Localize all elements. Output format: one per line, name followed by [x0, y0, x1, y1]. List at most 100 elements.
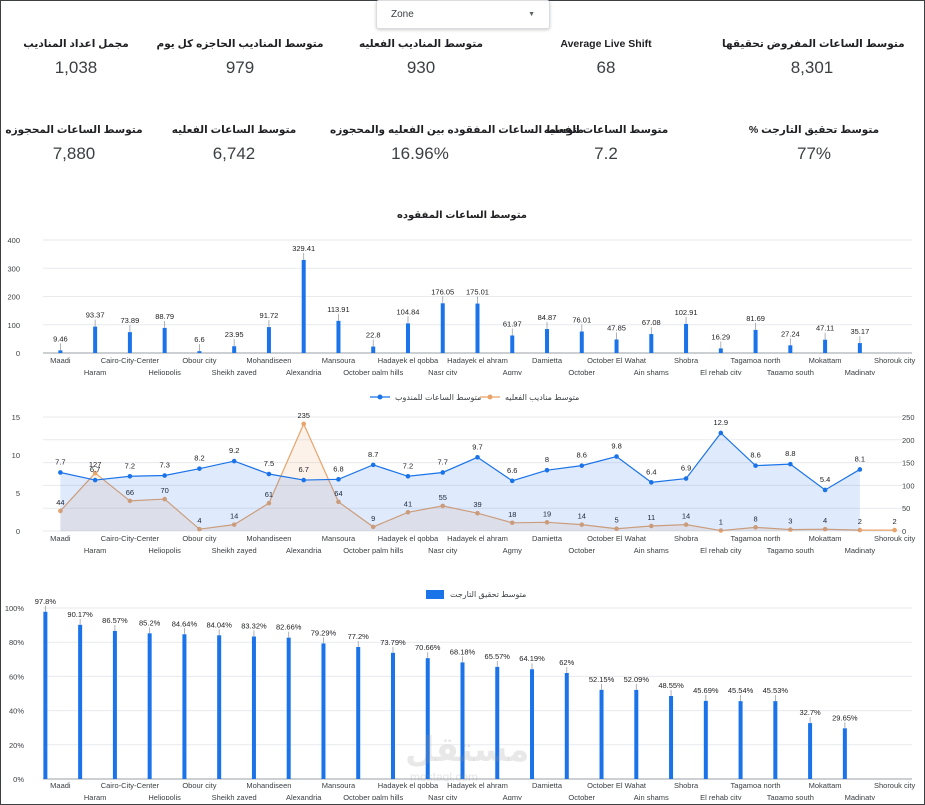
couriers-point — [475, 510, 480, 516]
bar — [197, 351, 202, 353]
hours-point — [370, 462, 376, 468]
x-tick-label: Maadi — [50, 534, 71, 543]
couriers-point — [788, 527, 793, 532]
hours-data-label: 6.9 — [681, 464, 691, 473]
couriers-data-label: 3 — [788, 517, 792, 526]
x-tick-label: Nasr city — [428, 793, 457, 800]
x-tick-label: October palm hills — [343, 793, 403, 800]
bar — [251, 636, 256, 779]
bar — [147, 633, 152, 779]
bar — [703, 700, 708, 779]
zone-filter-label: Zone — [391, 9, 414, 20]
hours-and-couriers-line-chart: متوسط الساعات للمندوب متوسط مناديب الفعلي… — [12, 393, 916, 555]
x-tick-label: Shorouk city — [874, 534, 916, 543]
bar — [93, 326, 98, 353]
kpi-target-achievement: % متوسط تحقيق التارجت 77% — [724, 124, 904, 164]
x-tick-label: Alexandria — [286, 368, 322, 375]
couriers-data-label: 127 — [89, 460, 102, 469]
bar — [371, 346, 376, 353]
hours-point — [509, 478, 515, 484]
x-tick-label: Ain shams — [634, 793, 669, 800]
y-right-tick-label: 0 — [902, 527, 906, 536]
data-label: 52.15% — [589, 675, 615, 684]
kpi-value: 77% — [796, 144, 832, 163]
x-tick-label: Maadi — [50, 781, 71, 790]
y-tick-label: 200 — [7, 293, 20, 302]
x-tick-label: Tagamoa north — [731, 356, 781, 365]
x-tick-label: Heliopolis — [148, 546, 181, 555]
y-tick-label: 20% — [9, 741, 24, 750]
couriers-data-label: 9 — [371, 514, 375, 523]
data-label: 88.79 — [155, 312, 174, 321]
x-tick-label: El rehab city — [700, 793, 742, 800]
hours-data-label: 7.5 — [264, 459, 274, 468]
data-label: 73.79% — [380, 638, 406, 647]
x-tick-label: Hadayek el ahram — [447, 534, 508, 543]
hours-data-label: 7.2 — [125, 461, 135, 470]
couriers-data-label: 14 — [578, 512, 586, 521]
x-tick-label: Shobra — [674, 781, 699, 790]
data-label: 79.29% — [311, 628, 337, 637]
data-label: 176.05 — [431, 287, 454, 296]
bar — [43, 611, 48, 779]
couriers-point — [405, 510, 411, 515]
kpi-actual-hours: متوسط الساعات الفعليه 6,742 — [144, 124, 324, 164]
hours-point — [301, 477, 307, 483]
hours-data-label: 6.7 — [298, 465, 308, 474]
hours-line — [60, 432, 861, 491]
data-label: 84.87 — [538, 313, 557, 322]
hours-data-label: 12.9 — [714, 418, 729, 427]
data-label: 27.24 — [781, 329, 800, 338]
hours-data-label: 5.4 — [820, 475, 830, 484]
x-tick-label: Cairo-City-Center — [101, 534, 160, 543]
data-label: 62% — [559, 658, 574, 667]
y-tick-label: 300 — [7, 264, 20, 273]
hours-point — [718, 430, 724, 436]
x-tick-label: Cairo-City-Center — [101, 781, 160, 790]
kpi-lost-hours-percent: متوسط الساعات المفقوده بين الفعليه والمح… — [330, 124, 584, 164]
kpi-label: متوسط الساعات الفعليه — [543, 124, 669, 136]
hours-point — [92, 477, 98, 483]
x-tick-label: Tagamoa north — [731, 781, 781, 790]
couriers-data-label: 2 — [893, 517, 897, 526]
bar — [808, 723, 813, 779]
bar — [162, 327, 167, 353]
x-tick-label: Madinaty — [845, 546, 876, 555]
data-label: 86.57% — [102, 616, 128, 625]
kpi-value: 930 — [406, 58, 436, 77]
hours-data-label: 8.8 — [785, 449, 795, 458]
x-tick-label: Hadayek el qobba — [378, 781, 439, 790]
hours-data-label: 6.8 — [333, 464, 343, 473]
couriers-data-label: 235 — [297, 411, 310, 420]
x-tick-label: Nasr city — [428, 368, 457, 375]
bar — [649, 334, 654, 353]
data-label: 329.41 — [292, 244, 315, 253]
couriers-point — [509, 520, 515, 526]
x-tick-label: Heliopolis — [148, 793, 181, 800]
x-tick-label: Obour city — [182, 781, 216, 790]
kpi-label: متوسط الساعات الفعليه — [171, 124, 297, 136]
chart-title: متوسط الساعات المفقوده — [397, 210, 527, 221]
y-tick-label: 0 — [16, 349, 20, 358]
data-label: 91.72 — [260, 311, 279, 320]
x-tick-label: Alexandria — [286, 793, 322, 800]
x-tick-label: Haram — [84, 793, 107, 800]
zone-filter-dropdown[interactable]: Zone ▼ — [376, 0, 550, 29]
bar — [232, 346, 237, 353]
x-tick-label: Alexandria — [286, 546, 322, 555]
x-tick-label: October — [568, 368, 595, 375]
couriers-data-label: 44 — [56, 498, 64, 507]
data-label: 48.55% — [658, 681, 684, 690]
x-tick-label: October palm hills — [343, 368, 403, 375]
x-tick-label: October El Wahat — [587, 356, 647, 365]
bar — [614, 339, 619, 353]
bar — [440, 303, 445, 353]
data-label: 61.97 — [503, 319, 522, 328]
y-tick-label: 100 — [7, 321, 20, 330]
legend-marker-couriers — [487, 394, 493, 400]
couriers-data-label: 18 — [508, 510, 516, 519]
x-tick-label: Mansoura — [322, 534, 356, 543]
y-tick-label: 40% — [9, 707, 24, 716]
data-label: 45.69% — [693, 686, 719, 695]
bar — [58, 350, 63, 353]
